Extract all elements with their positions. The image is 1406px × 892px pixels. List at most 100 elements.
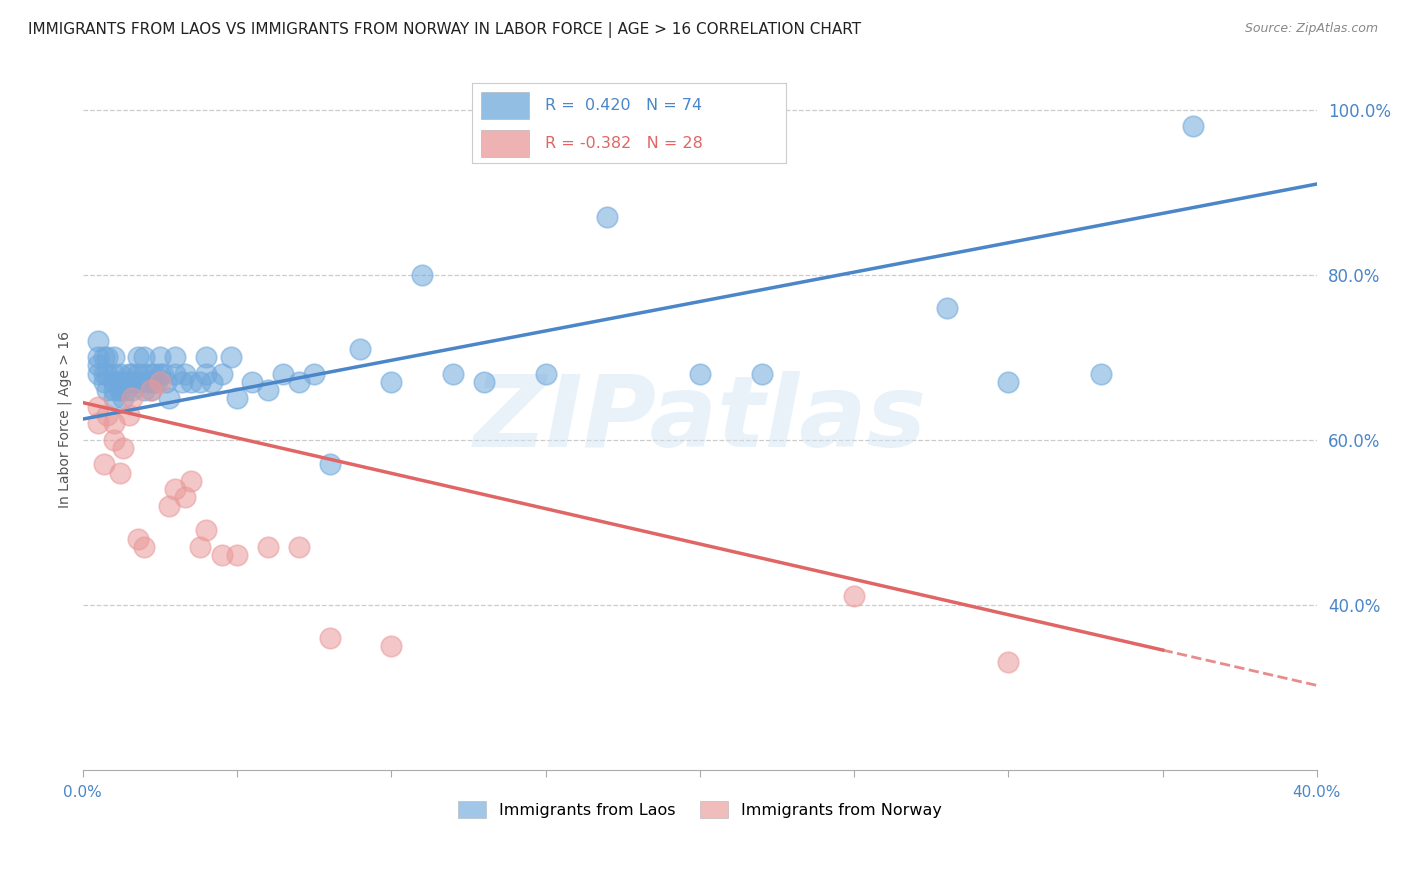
Point <box>318 631 340 645</box>
Point <box>219 350 242 364</box>
Legend: Immigrants from Laos, Immigrants from Norway: Immigrants from Laos, Immigrants from No… <box>451 795 949 825</box>
Point <box>87 359 110 373</box>
Point <box>142 367 165 381</box>
Point <box>96 367 118 381</box>
Point <box>131 375 153 389</box>
Point <box>134 367 156 381</box>
Point <box>121 367 143 381</box>
Point <box>534 367 557 381</box>
Point <box>108 375 131 389</box>
Point <box>149 350 172 364</box>
Point <box>170 375 193 389</box>
Point <box>157 392 180 406</box>
Point <box>257 540 280 554</box>
Point <box>287 540 309 554</box>
Point <box>87 400 110 414</box>
Point <box>201 375 224 389</box>
Point <box>87 416 110 430</box>
Point <box>349 342 371 356</box>
Point <box>997 375 1019 389</box>
Point <box>173 367 195 381</box>
Point <box>195 524 218 538</box>
Point <box>152 367 174 381</box>
Point <box>273 367 295 381</box>
Point <box>111 441 134 455</box>
Point <box>211 548 233 562</box>
Point <box>149 375 172 389</box>
Point <box>180 474 202 488</box>
Point <box>121 392 143 406</box>
Point <box>165 482 187 496</box>
Point <box>751 367 773 381</box>
Point <box>318 458 340 472</box>
Point <box>411 268 433 282</box>
Point <box>118 367 141 381</box>
Point <box>188 375 211 389</box>
Point <box>139 383 162 397</box>
Point <box>146 375 169 389</box>
Point <box>157 499 180 513</box>
Point <box>142 375 165 389</box>
Point <box>93 375 115 389</box>
Text: ZIPatlas: ZIPatlas <box>474 370 927 467</box>
Point <box>121 383 143 397</box>
Point <box>195 350 218 364</box>
Point <box>127 350 149 364</box>
Point <box>139 383 162 397</box>
Point <box>165 367 187 381</box>
Point <box>165 350 187 364</box>
Point <box>188 540 211 554</box>
Point <box>997 656 1019 670</box>
Point <box>96 383 118 397</box>
Point <box>211 367 233 381</box>
Point <box>115 383 138 397</box>
Point <box>472 375 495 389</box>
Point <box>596 210 619 224</box>
Point <box>93 350 115 364</box>
Point <box>935 301 957 315</box>
Text: Source: ZipAtlas.com: Source: ZipAtlas.com <box>1244 22 1378 36</box>
Point <box>134 383 156 397</box>
Point <box>180 375 202 389</box>
Point <box>108 367 131 381</box>
Point <box>155 375 177 389</box>
Point <box>149 367 172 381</box>
Point <box>127 532 149 546</box>
Point <box>380 375 402 389</box>
Point <box>111 392 134 406</box>
Point <box>226 392 249 406</box>
Point <box>302 367 325 381</box>
Point <box>103 416 125 430</box>
Point <box>842 590 865 604</box>
Text: IMMIGRANTS FROM LAOS VS IMMIGRANTS FROM NORWAY IN LABOR FORCE | AGE > 16 CORRELA: IMMIGRANTS FROM LAOS VS IMMIGRANTS FROM … <box>28 22 862 38</box>
Point <box>103 350 125 364</box>
Point <box>103 375 125 389</box>
Point <box>173 491 195 505</box>
Point <box>257 383 280 397</box>
Point <box>242 375 264 389</box>
Point <box>226 548 249 562</box>
Point <box>93 458 115 472</box>
Point <box>108 466 131 480</box>
Y-axis label: In Labor Force | Age > 16: In Labor Force | Age > 16 <box>58 331 72 508</box>
Point <box>96 408 118 422</box>
Point <box>124 375 146 389</box>
Point <box>108 383 131 397</box>
Point <box>118 408 141 422</box>
Point <box>87 334 110 348</box>
Point <box>87 350 110 364</box>
Point <box>127 367 149 381</box>
Point <box>689 367 711 381</box>
Point <box>134 350 156 364</box>
Point <box>103 367 125 381</box>
Point <box>87 367 110 381</box>
Point <box>93 367 115 381</box>
Point <box>111 375 134 389</box>
Point <box>96 350 118 364</box>
Point <box>103 433 125 447</box>
Point <box>118 375 141 389</box>
Point <box>380 639 402 653</box>
Point <box>441 367 464 381</box>
Point <box>1090 367 1112 381</box>
Point <box>195 367 218 381</box>
